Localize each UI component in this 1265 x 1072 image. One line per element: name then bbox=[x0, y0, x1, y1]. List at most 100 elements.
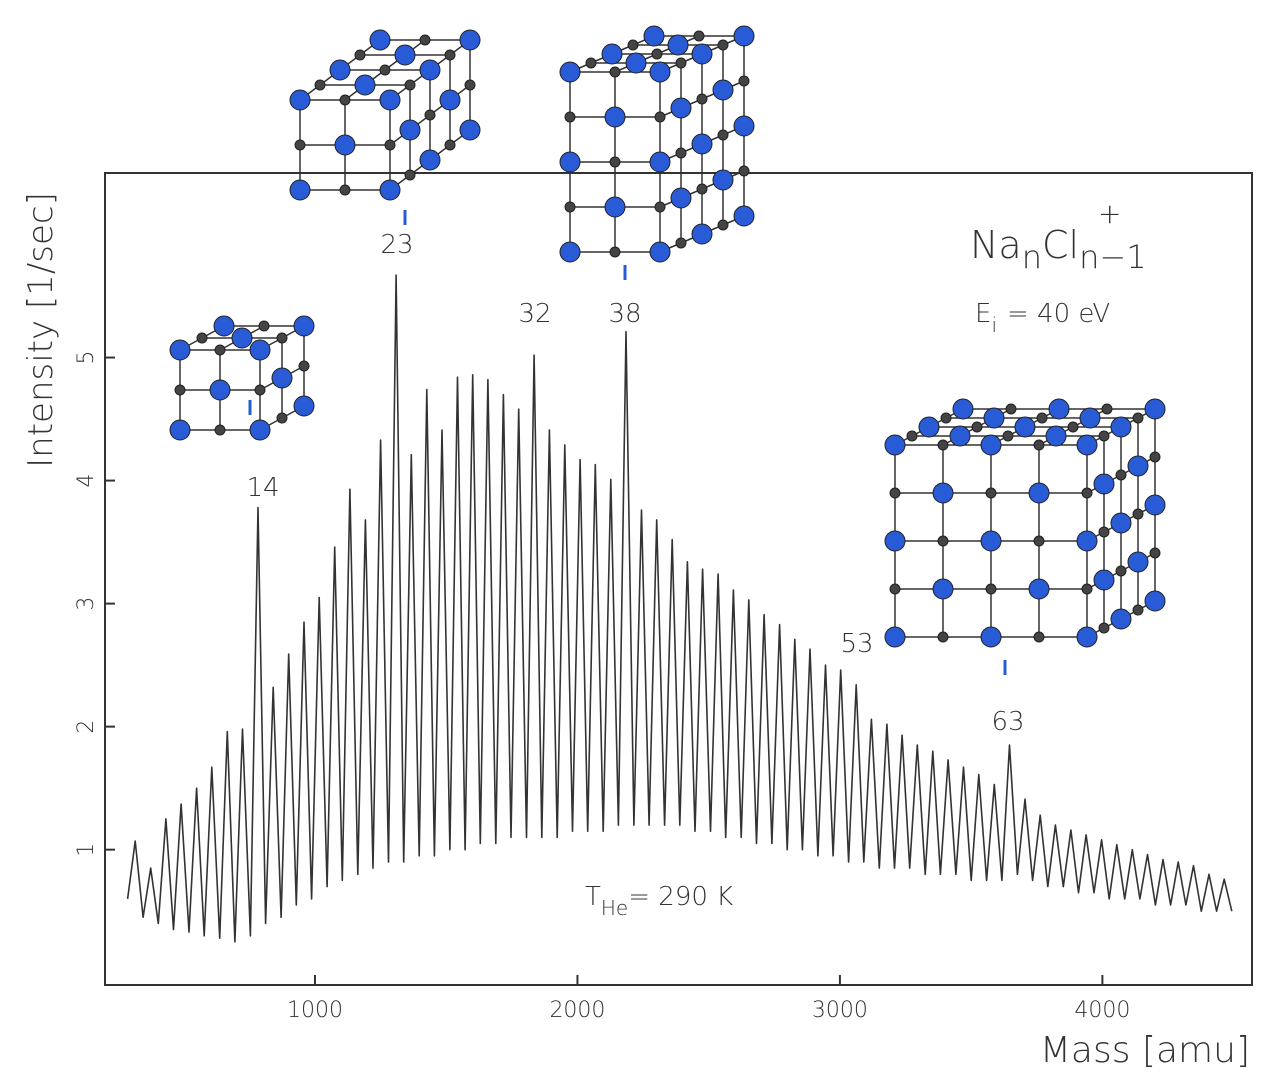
sodium-atom bbox=[170, 420, 190, 440]
sodium-atom bbox=[1145, 591, 1165, 611]
chlorine-atom bbox=[986, 584, 996, 594]
chlorine-atom bbox=[610, 67, 620, 77]
chlorine-atom bbox=[697, 184, 707, 194]
chlorine-atom bbox=[697, 94, 707, 104]
chlorine-atom bbox=[445, 50, 455, 60]
formula-part: n bbox=[1022, 238, 1042, 276]
energy-part: E bbox=[975, 299, 991, 329]
chlorine-atom bbox=[586, 58, 596, 68]
chlorine-atom bbox=[1116, 566, 1126, 576]
sodium-atom bbox=[1080, 408, 1100, 428]
sodium-atom bbox=[650, 152, 670, 172]
sodium-atom bbox=[885, 627, 905, 647]
chlorine-atom bbox=[1150, 548, 1160, 558]
chlorine-atom bbox=[565, 202, 575, 212]
chlorine-atom bbox=[676, 148, 686, 158]
temperature-part: = 290 K bbox=[628, 882, 733, 912]
chlorine-atom bbox=[1068, 422, 1078, 432]
sodium-atom bbox=[1111, 609, 1131, 629]
sodium-atom bbox=[335, 135, 355, 155]
peak-label: 63 bbox=[991, 707, 1024, 737]
sodium-atom bbox=[170, 340, 190, 360]
chlorine-atom bbox=[215, 425, 225, 435]
sodium-atom bbox=[650, 62, 670, 82]
sodium-atom bbox=[650, 242, 670, 262]
chlorine-atom bbox=[938, 440, 948, 450]
chlorine-atom bbox=[1116, 470, 1126, 480]
chlorine-atom bbox=[890, 488, 900, 498]
sodium-atom bbox=[1077, 627, 1097, 647]
y-tick-label: 5 bbox=[74, 351, 99, 365]
sodium-atom bbox=[933, 483, 953, 503]
sodium-atom bbox=[950, 426, 970, 446]
sodium-atom bbox=[460, 120, 480, 140]
chlorine-atom bbox=[1099, 623, 1109, 633]
chlorine-atom bbox=[1034, 536, 1044, 546]
sodium-atom bbox=[668, 35, 688, 55]
sodium-atom bbox=[1111, 417, 1131, 437]
chlorine-atom bbox=[259, 321, 269, 331]
chlorine-atom bbox=[1006, 404, 1016, 414]
sodium-atom bbox=[440, 90, 460, 110]
sodium-atom bbox=[713, 80, 733, 100]
chlorine-atom bbox=[445, 140, 455, 150]
chlorine-atom bbox=[655, 112, 665, 122]
chlorine-atom bbox=[1099, 431, 1109, 441]
sodium-atom bbox=[1049, 399, 1069, 419]
formula-part: + bbox=[1098, 197, 1121, 230]
sodium-atom bbox=[605, 107, 625, 127]
chlorine-atom bbox=[385, 140, 395, 150]
chlorine-atom bbox=[299, 361, 309, 371]
sodium-atom bbox=[671, 188, 691, 208]
chlorine-atom bbox=[1099, 527, 1109, 537]
sodium-atom bbox=[250, 420, 270, 440]
chlorine-atom bbox=[355, 50, 365, 60]
peak-label: 32 bbox=[518, 299, 551, 329]
chlorine-atom bbox=[1034, 632, 1044, 642]
peak-label: 14 bbox=[246, 473, 279, 503]
y-tick-label: 4 bbox=[74, 474, 99, 488]
chlorine-atom bbox=[295, 140, 305, 150]
chlorine-atom bbox=[420, 35, 430, 45]
y-tick-label: 2 bbox=[74, 720, 99, 734]
sodium-atom bbox=[380, 180, 400, 200]
chlorine-atom bbox=[986, 488, 996, 498]
sodium-atom bbox=[1111, 513, 1131, 533]
chlorine-atom bbox=[676, 58, 686, 68]
sodium-atom bbox=[294, 316, 314, 336]
sodium-atom bbox=[692, 134, 712, 154]
chlorine-atom bbox=[1082, 488, 1092, 498]
sodium-atom bbox=[420, 150, 440, 170]
page: Mass [amu] Intensity [1/sec] NanCln−1+ E… bbox=[0, 0, 1265, 1072]
energy-part: i bbox=[991, 313, 997, 337]
chlorine-atom bbox=[972, 422, 982, 432]
sodium-atom bbox=[644, 26, 664, 46]
sodium-atom bbox=[290, 180, 310, 200]
x-tick-label: 1000 bbox=[287, 998, 343, 1023]
chlorine-atom bbox=[1133, 509, 1143, 519]
chlorine-atom bbox=[277, 333, 287, 343]
sodium-atom bbox=[1128, 456, 1148, 476]
sodium-atom bbox=[250, 340, 270, 360]
x-axis-label: Mass [amu] bbox=[1040, 1030, 1250, 1071]
sodium-atom bbox=[1077, 531, 1097, 551]
peak-label: 23 bbox=[380, 230, 413, 260]
sodium-atom bbox=[1094, 474, 1114, 494]
energy-part: = 40 eV bbox=[1007, 299, 1110, 329]
chlorine-atom bbox=[255, 385, 265, 395]
sodium-atom bbox=[1077, 435, 1097, 455]
chlorine-atom bbox=[676, 238, 686, 248]
chlorine-atom bbox=[938, 632, 948, 642]
chlorine-atom bbox=[1150, 452, 1160, 462]
x-tick-label: 3000 bbox=[812, 998, 868, 1023]
sodium-atom bbox=[919, 417, 939, 437]
chlorine-atom bbox=[628, 40, 638, 50]
chlorine-atom bbox=[340, 95, 350, 105]
sodium-atom bbox=[734, 26, 754, 46]
sodium-atom bbox=[355, 75, 375, 95]
chlorine-atom bbox=[1003, 431, 1013, 441]
sodium-atom bbox=[1094, 570, 1114, 590]
sodium-atom bbox=[933, 579, 953, 599]
sodium-atom bbox=[692, 44, 712, 64]
chlorine-atom bbox=[739, 166, 749, 176]
